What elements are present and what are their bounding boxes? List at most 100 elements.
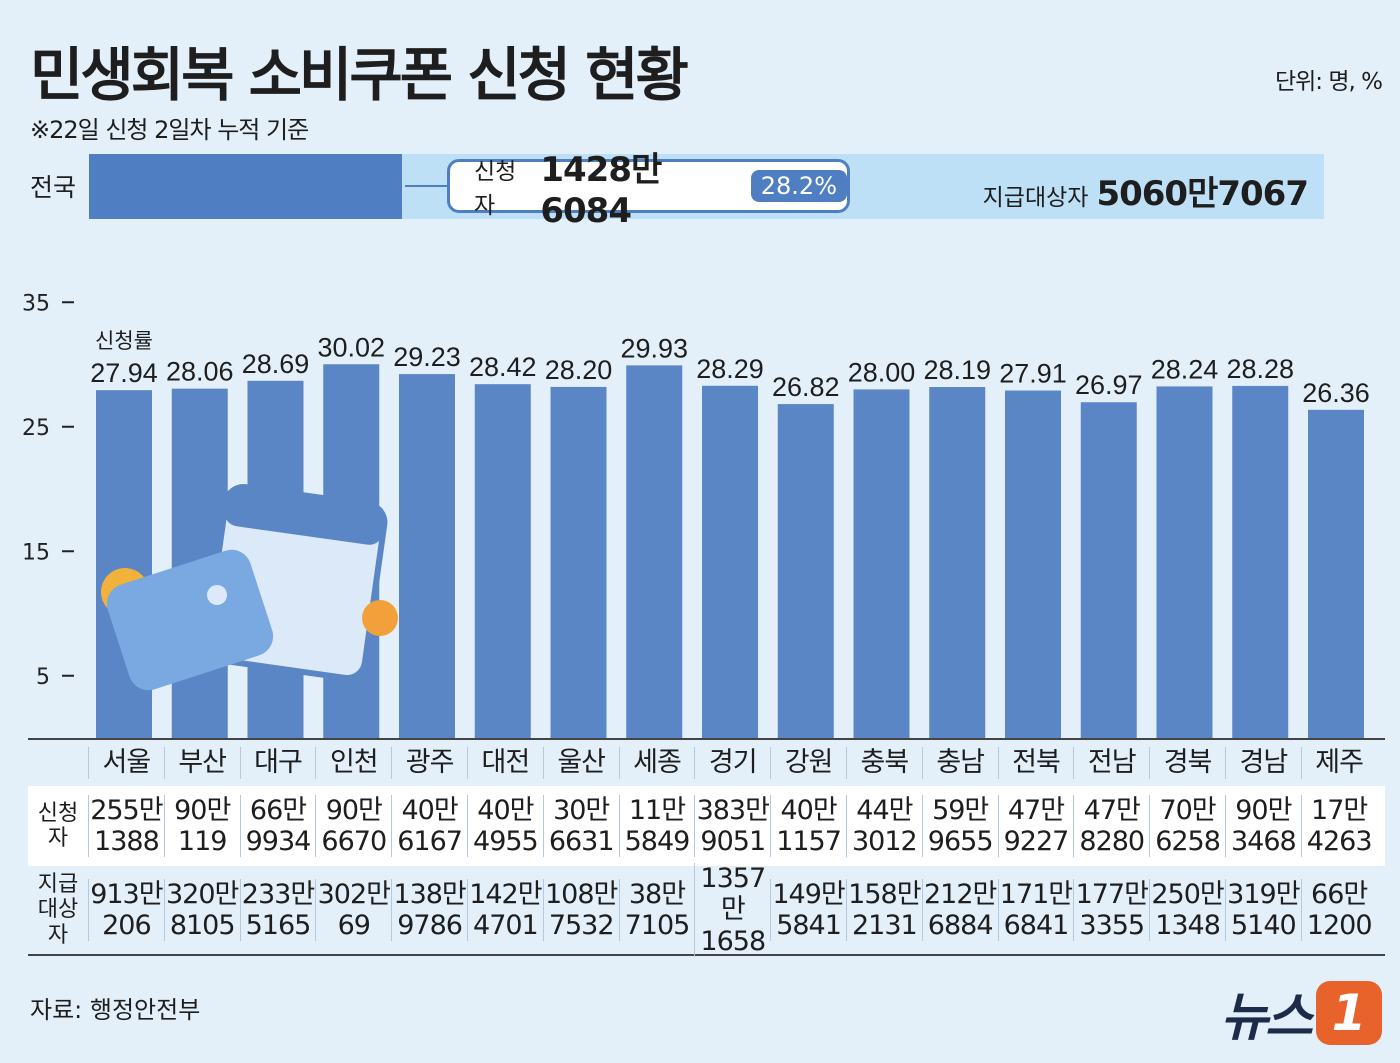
bar [702, 385, 758, 738]
region-label: 경기 [708, 747, 758, 779]
cell-line: 40만 [780, 794, 837, 826]
y-tick-label: 35 [22, 291, 50, 316]
target-cell: 171만 6841 [997, 878, 1074, 942]
cell-line: 1157 [776, 826, 842, 857]
cell-line: 5849 [624, 826, 691, 857]
cell-line: 119 [177, 826, 228, 857]
applicants-cell: 90만 119 [163, 794, 240, 858]
target-cell: 138만 9786 [391, 878, 467, 942]
target-cell: 302만 69 [315, 878, 391, 942]
bar [1005, 390, 1061, 738]
bar-value-label: 28.24 [1151, 354, 1219, 384]
unit-label: 단위: 명, % [1274, 69, 1383, 95]
target-cell: 38만 7105 [618, 878, 695, 942]
cell-line: 212만 [923, 878, 997, 910]
cell-line: 6841 [1003, 910, 1070, 941]
applicants-cell: 11만 5849 [618, 794, 695, 858]
bar-value-label: 26.36 [1302, 378, 1370, 408]
target-cell: 142만 4701 [466, 878, 543, 942]
target-cell: 319만 5140 [1224, 878, 1301, 942]
cell-line: 9655 [927, 826, 994, 857]
cell-line: 6167 [397, 826, 463, 857]
cell-line: 90만 [1235, 794, 1292, 826]
bar [550, 386, 607, 738]
bar-value-label: 28.29 [696, 354, 764, 384]
bar-value-label: 27.94 [90, 358, 158, 388]
bar [1080, 402, 1137, 738]
region-cell: 강원 [770, 747, 846, 779]
cell-line: 11만 [628, 794, 686, 826]
region-label: 대구 [254, 747, 303, 779]
data-table: 서울 부산 대구 인천 광주 대전 울산 세종 경기 강원 충북 충남 전북 전남 경북 경남 제주 신청자 25… [28, 738, 1385, 957]
bar [1232, 385, 1289, 738]
applicants-cell: 90만 6670 [315, 794, 391, 858]
applicants-cell: 47만 8280 [1073, 794, 1149, 858]
bar [399, 374, 455, 738]
target-cell: 108만 7532 [542, 878, 619, 942]
bar-value-label: 29.23 [393, 342, 461, 372]
region-row: 서울 부산 대구 인천 광주 대전 울산 세종 경기 강원 충북 충남 전북 전남 경북 경남 제주 [28, 738, 1385, 786]
region-cell: 부산 [163, 747, 240, 779]
region-label: 인천 [329, 747, 379, 779]
targets-header: 지급 대상자 [37, 872, 79, 948]
target-cell: 66만 1200 [1300, 878, 1377, 942]
cell-line: 250만 [1151, 878, 1224, 910]
applicants-value: 1428만6084 [540, 149, 662, 231]
region-cell: 경북 [1149, 747, 1225, 779]
region-label: 대전 [481, 747, 531, 779]
region-label: 세종 [633, 747, 682, 779]
cell-line: 66만 [1311, 878, 1368, 910]
cell-line: 1388 [94, 826, 160, 857]
cell-line: 4955 [473, 826, 539, 857]
cell-line: 8280 [1079, 826, 1145, 857]
applicants-cell: 44만 3012 [845, 794, 922, 858]
national-bar-fill [89, 154, 403, 219]
target-cell: 177만 3355 [1073, 878, 1149, 942]
applicants-cell: 59만 9655 [921, 794, 998, 858]
applicants-cell: 30만 6631 [542, 794, 619, 858]
rate-series-label: 신청률 [95, 329, 153, 353]
wallet-calendar-illustration [101, 484, 398, 691]
cell-line: 44만 [856, 794, 913, 826]
y-axis: 5 15 25 35 [22, 291, 74, 690]
applicants-cell: 40만 4955 [466, 794, 543, 858]
y-tick-label: 5 [36, 665, 50, 690]
targets-row: 지급 대상자 913만 206 320만 8105 233만 5165 302만 69 138만 97… [28, 863, 1385, 957]
region-label: 강원 [784, 747, 834, 779]
region-label: 충남 [936, 747, 985, 779]
subtitle: ※22일 신청 2일차 누적 기준 [30, 116, 309, 144]
cell-line: 320만 [166, 878, 239, 910]
bar [1156, 386, 1213, 738]
bar-value-label: 28.00 [848, 357, 916, 387]
region-label: 제주 [1315, 747, 1364, 779]
national-connector [405, 185, 450, 187]
bar [474, 384, 531, 738]
region-label: 울산 [557, 747, 606, 779]
cell-line: 3468 [1230, 826, 1297, 857]
bar-value-label: 30.02 [317, 332, 385, 362]
region-label: 전북 [1012, 747, 1061, 779]
region-cell: 경기 [694, 747, 770, 779]
cell-line: 90만 [325, 794, 383, 826]
cell-line: 206 [102, 910, 152, 941]
target-cell: 250만 1348 [1149, 878, 1225, 942]
bar [853, 389, 910, 738]
bar-value-label: 27.91 [999, 359, 1067, 389]
cell-line: 9786 [397, 910, 463, 941]
applicants-cell: 40만 6167 [391, 794, 467, 858]
bar-value-label: 28.42 [469, 352, 537, 382]
cell-line: 69 [337, 910, 371, 941]
target-cell: 1357만 1658 [694, 863, 770, 957]
region-cell: 세종 [618, 747, 695, 779]
applicants-cell: 70만 6258 [1149, 794, 1225, 858]
cell-line: 1658 [700, 925, 766, 957]
applicants-cell: 40만 1157 [770, 794, 846, 858]
region-cell: 경남 [1224, 747, 1301, 779]
target-cell: 149만 5841 [770, 878, 846, 942]
applicants-cell: 90만 3468 [1224, 794, 1301, 858]
news1-logo: 뉴스 1 [1220, 975, 1382, 1050]
cell-line: 9227 [1003, 826, 1070, 857]
applicants-header: 신청자 [37, 800, 79, 851]
